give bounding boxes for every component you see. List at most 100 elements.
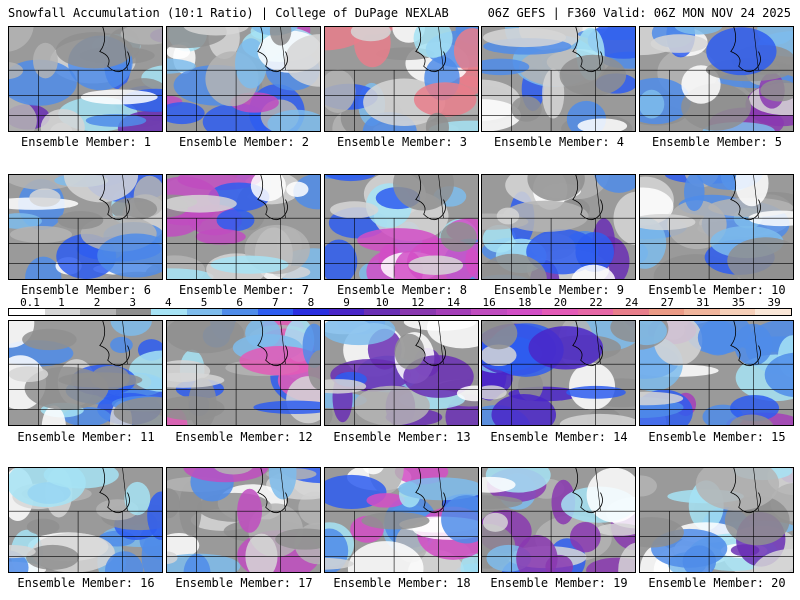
- snowfall-map: [167, 468, 320, 572]
- colorbar-swatch: [471, 309, 507, 315]
- snowfall-map: [640, 468, 793, 572]
- member-caption: Ensemble Member: 16: [17, 576, 155, 590]
- member-caption: Ensemble Member: 17: [175, 576, 313, 590]
- map-panel-member-7: [166, 174, 321, 280]
- map-panel-member-18: [324, 467, 479, 573]
- colorbar-label: 24: [625, 296, 639, 309]
- map-panel-member-14: [481, 320, 636, 426]
- colorbar-swatch: [755, 309, 792, 315]
- member-caption: Ensemble Member: 7: [178, 283, 310, 297]
- colorbar-swatch: [648, 309, 685, 315]
- colorbar-swatch: [577, 309, 614, 315]
- colorbar-swatch: [222, 309, 258, 315]
- map-panel-member-12: [166, 320, 321, 426]
- snowfall-map: [482, 468, 635, 572]
- colorbar-label: 16: [482, 296, 496, 309]
- map-panel-member-8: [324, 174, 479, 280]
- colorbar-label: 0.1: [20, 296, 40, 309]
- member-caption: Ensemble Member: 8: [336, 283, 468, 297]
- snowfall-map: [482, 175, 635, 279]
- colorbar-label: 7: [271, 296, 279, 309]
- member-caption: Ensemble Member: 11: [17, 430, 155, 444]
- colorbar-swatch: [257, 309, 294, 315]
- map-panel-member-16: [8, 467, 163, 573]
- snowfall-map: [325, 27, 478, 131]
- run-valid-time: 06Z GEFS | F360 Valid: 06Z MON NOV 24 20…: [487, 6, 791, 20]
- snowfall-map: [9, 175, 162, 279]
- member-caption: Ensemble Member: 6: [20, 283, 152, 297]
- colorbar-label: 2: [93, 296, 101, 309]
- colorbar-label: 12: [411, 296, 425, 309]
- member-caption: Ensemble Member: 12: [175, 430, 313, 444]
- map-panel-member-9: [481, 174, 636, 280]
- colorbar-swatches: [8, 308, 792, 316]
- colorbar-swatch: [719, 309, 756, 315]
- colorbar-label: 14: [446, 296, 461, 309]
- colorbar-swatch: [364, 309, 401, 315]
- colorbar-label: 4: [165, 296, 172, 309]
- map-panel-member-2: [166, 26, 321, 132]
- member-caption: Ensemble Member: 1: [20, 135, 152, 149]
- snowfall-map: [9, 321, 162, 425]
- colorbar-swatch: [186, 309, 223, 315]
- chart-title: Snowfall Accumulation (10:1 Ratio) | Col…: [8, 6, 449, 20]
- map-panel-member-5: [639, 26, 794, 132]
- member-caption: Ensemble Member: 15: [648, 430, 786, 444]
- member-caption: Ensemble Member: 20: [648, 576, 786, 590]
- map-panel-member-10: [639, 174, 794, 280]
- map-panel-member-20: [639, 467, 794, 573]
- snowfall-map: [9, 468, 162, 572]
- map-panel-member-15: [639, 320, 794, 426]
- member-caption: Ensemble Member: 9: [493, 283, 625, 297]
- colorbar-labels: 0.1 1 2 3 4 5 6 7 8 9 10 12 14 16 18 20 22 24 27 31 35 39: [8, 297, 792, 308]
- colorbar-swatch: [115, 309, 152, 315]
- snowfall-map: [482, 321, 635, 425]
- member-caption: Ensemble Member: 10: [648, 283, 786, 297]
- colorbar-label: 3: [129, 296, 137, 309]
- snowfall-map: [325, 175, 478, 279]
- member-caption: Ensemble Member: 19: [490, 576, 628, 590]
- colorbar-swatch: [684, 309, 720, 315]
- snowfall-map: [640, 27, 793, 131]
- map-panel-member-13: [324, 320, 479, 426]
- colorbar-label: 5: [200, 296, 208, 309]
- member-caption: Ensemble Member: 5: [651, 135, 783, 149]
- member-caption: Ensemble Member: 18: [333, 576, 471, 590]
- map-panel-member-11: [8, 320, 163, 426]
- colorbar-label: 22: [589, 296, 603, 309]
- colorbar-swatch: [400, 309, 436, 315]
- colorbar-legend: 0.1 1 2 3 4 5 6 7 8 9 10 12 14 16 18 20 22 24 27 31 35 39: [8, 297, 792, 317]
- colorbar-label: 1: [58, 296, 65, 309]
- snowfall-map: [482, 27, 635, 131]
- colorbar-label: 39: [767, 296, 781, 309]
- colorbar-label: 31: [696, 296, 710, 309]
- member-caption: Ensemble Member: 2: [178, 135, 310, 149]
- member-caption: Ensemble Member: 4: [493, 135, 625, 149]
- colorbar-swatch: [80, 309, 116, 315]
- colorbar-swatch: [328, 309, 365, 315]
- colorbar-swatch: [151, 309, 187, 315]
- snowfall-map: [167, 321, 320, 425]
- colorbar-swatch: [435, 309, 472, 315]
- colorbar-swatch: [613, 309, 649, 315]
- colorbar-label: 35: [731, 296, 746, 309]
- member-caption: Ensemble Member: 14: [490, 430, 628, 444]
- member-caption: Ensemble Member: 3: [336, 135, 468, 149]
- map-panel-member-6: [8, 174, 163, 280]
- map-panel-member-19: [481, 467, 636, 573]
- snowfall-map: [640, 175, 793, 279]
- colorbar-label: 18: [518, 296, 532, 309]
- colorbar-label: 8: [307, 296, 315, 309]
- colorbar-swatch: [542, 309, 578, 315]
- colorbar-label: 20: [553, 296, 567, 309]
- colorbar-label: 27: [660, 296, 674, 309]
- snowfall-map: [167, 175, 320, 279]
- colorbar-swatch: [506, 309, 543, 315]
- colorbar-label: 9: [343, 296, 350, 309]
- snowfall-map: [9, 27, 162, 131]
- colorbar-swatch: [293, 309, 329, 315]
- map-panel-member-3: [324, 26, 479, 132]
- snowfall-map: [167, 27, 320, 131]
- snowfall-map: [325, 468, 478, 572]
- map-panel-member-1: [8, 26, 163, 132]
